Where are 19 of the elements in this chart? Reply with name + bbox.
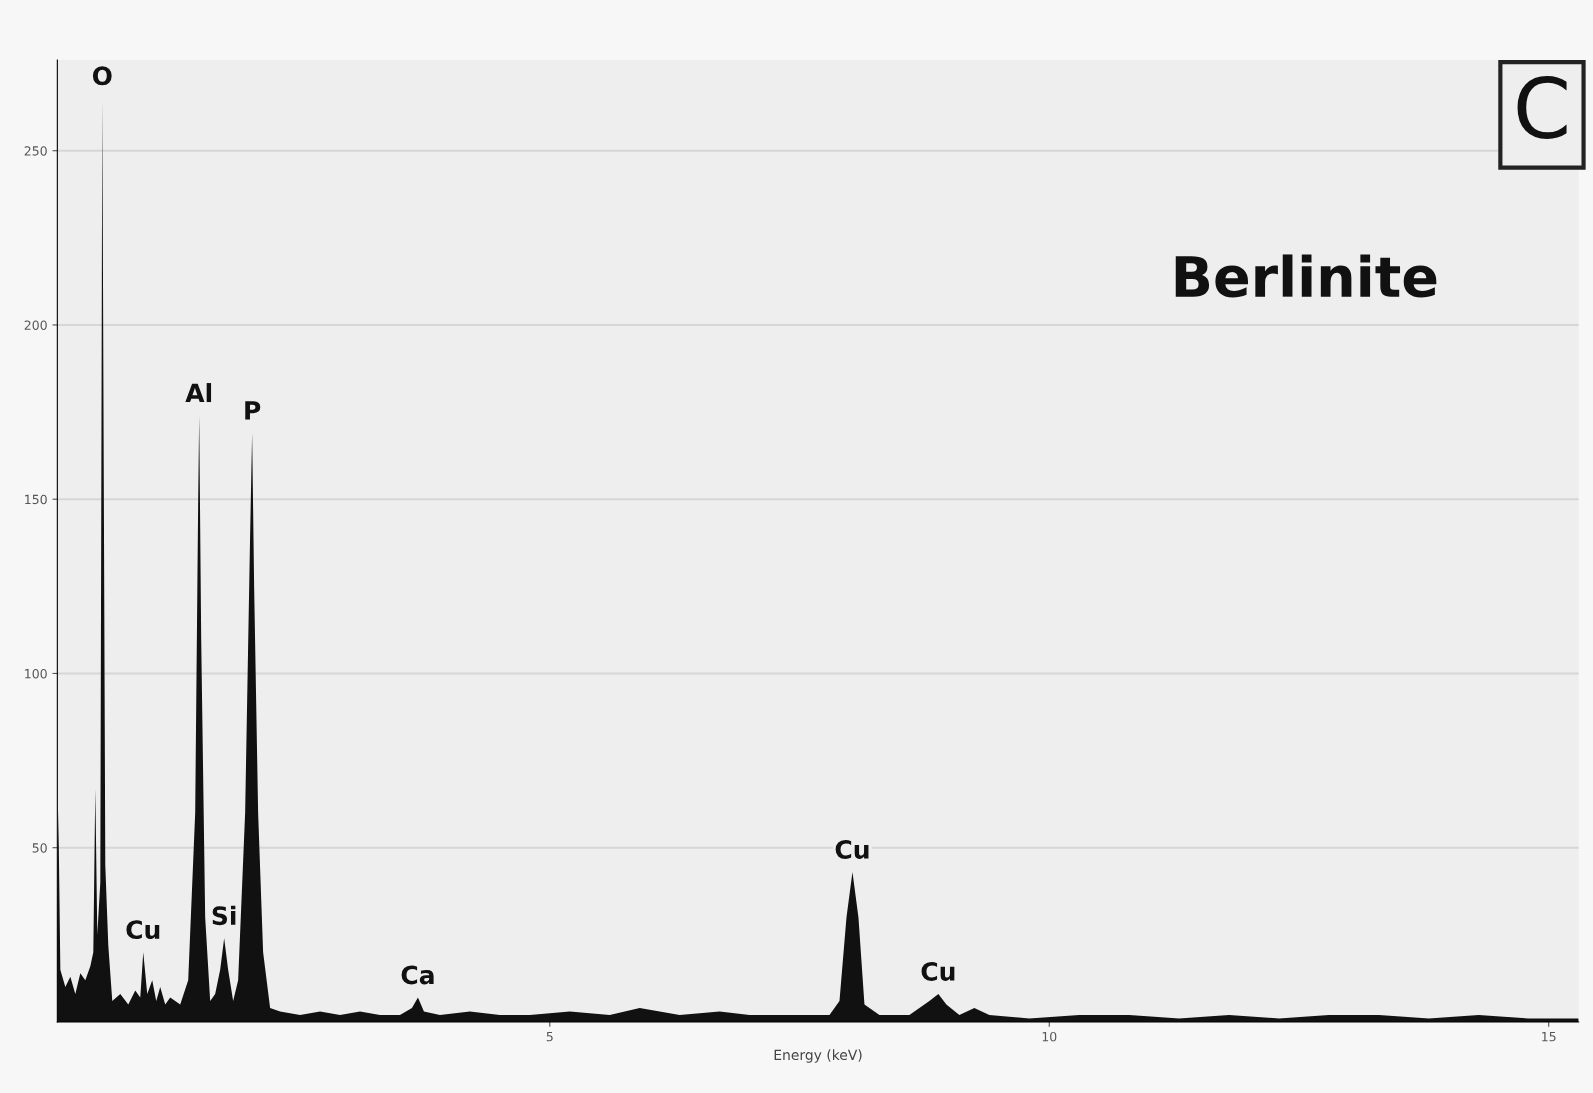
annotation: O (92, 66, 112, 86)
annotation: Cu (835, 840, 869, 859)
x-tick-label: 5 (546, 1032, 553, 1042)
annotation: Cu (921, 961, 955, 981)
annotation: C (1517, 76, 1567, 140)
x-tick-label: 15 (1542, 1032, 1556, 1042)
y-tick-label: 200 (24, 320, 47, 330)
annotation: Cu (126, 920, 160, 940)
annotation: Ca (401, 965, 434, 985)
annotation: Si (212, 905, 236, 926)
annotation: P (245, 401, 261, 420)
x-axis-title: Energy (keV) (774, 1049, 862, 1063)
x-tick-label: 10 (1042, 1031, 1057, 1042)
y-tick-label: 150 (25, 494, 47, 505)
y-tick-label: 100 (25, 668, 47, 679)
annotation: Al (185, 383, 212, 403)
annotation: Berlinite (1175, 254, 1437, 298)
y-tick-label: 50 (32, 843, 47, 853)
y-tick-label: 250 (24, 146, 47, 156)
